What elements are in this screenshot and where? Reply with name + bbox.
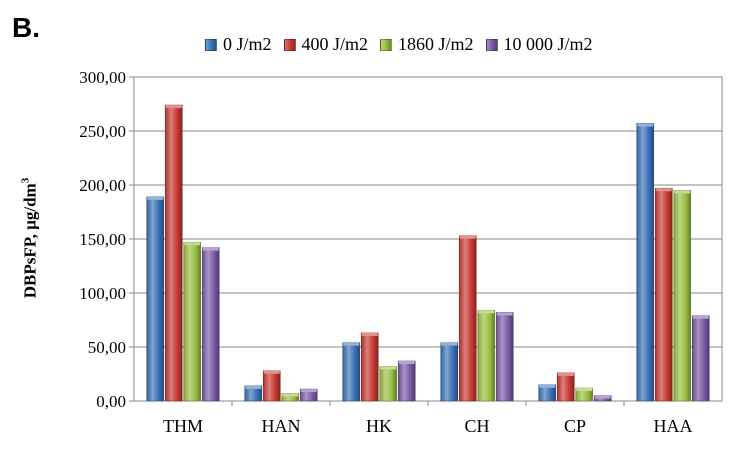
legend-label: 10 000 J/m2 [503, 34, 593, 54]
bar-cap [692, 315, 709, 319]
x-tick-label: HAN [262, 416, 301, 436]
bar-cap [263, 370, 280, 374]
legend-label: 0 J/m2 [223, 34, 272, 54]
bar-cap [576, 388, 593, 392]
bar-cap [459, 235, 476, 239]
y-tick-label: 200,00 [79, 176, 126, 195]
y-tick-label: 250,00 [79, 122, 126, 141]
panel-label: B. [12, 12, 40, 43]
bar-cap [674, 190, 691, 194]
legend-item: 1860 J/m2 [380, 34, 474, 55]
legend-item: 0 J/m2 [205, 34, 272, 55]
y-tick-label: 50,00 [88, 338, 126, 357]
legend-swatch [205, 38, 217, 51]
bar [458, 235, 477, 402]
x-tick-label: HAA [654, 416, 693, 436]
bar-cap [398, 361, 415, 365]
y-tick-label: 0,00 [96, 392, 126, 411]
x-tick-label: CP [564, 416, 586, 436]
bar [397, 360, 416, 402]
bar-cap [165, 105, 182, 109]
legend-item: 400 J/m2 [283, 34, 369, 55]
bar-cap [557, 372, 574, 376]
bar-cap [300, 389, 317, 393]
legend-swatch [485, 38, 498, 51]
bar [379, 366, 398, 402]
bar-cap [380, 366, 397, 370]
bar-cap [441, 342, 458, 346]
bar [654, 187, 673, 402]
bar-cap [478, 310, 495, 314]
bar [495, 312, 514, 402]
bar-cap [637, 123, 654, 127]
bar-cap [655, 188, 672, 192]
bar [146, 196, 165, 402]
y-tick-label: 100,00 [79, 284, 126, 303]
legend-swatch [380, 38, 393, 51]
chart-legend: 0 J/m2 400 J/m2 1860 J/m2 10 000 J/m2 [205, 34, 605, 55]
bar [691, 315, 710, 402]
bar-cap [282, 393, 299, 397]
bar [183, 241, 202, 402]
bar-cap [245, 385, 262, 389]
bar [477, 309, 496, 402]
legend-item: 10 000 J/m2 [485, 34, 593, 55]
bar [262, 370, 281, 402]
bar [201, 247, 220, 402]
x-tick-label: HK [366, 416, 392, 436]
bar-cap [539, 384, 556, 388]
legend-label: 400 J/m2 [301, 34, 369, 54]
bar-cap [361, 332, 378, 336]
bar-cap [202, 247, 219, 251]
y-tick-label: 300,00 [79, 68, 126, 87]
bar [164, 104, 183, 402]
bar [360, 332, 379, 402]
bar [636, 123, 655, 402]
bar-cap [594, 395, 611, 399]
bar [556, 372, 575, 402]
bar-cap [184, 242, 201, 246]
x-tick-label: CH [464, 416, 489, 436]
bar [342, 342, 361, 402]
legend-swatch [283, 38, 296, 51]
legend-label: 1860 J/m2 [398, 34, 474, 54]
bar-cap [496, 312, 513, 316]
bar [673, 190, 692, 402]
y-tick-label: 150,00 [79, 230, 126, 249]
bar-cap [147, 196, 164, 200]
bar [440, 342, 459, 402]
bar-cap [343, 342, 360, 346]
x-tick-label: THM [163, 416, 203, 436]
